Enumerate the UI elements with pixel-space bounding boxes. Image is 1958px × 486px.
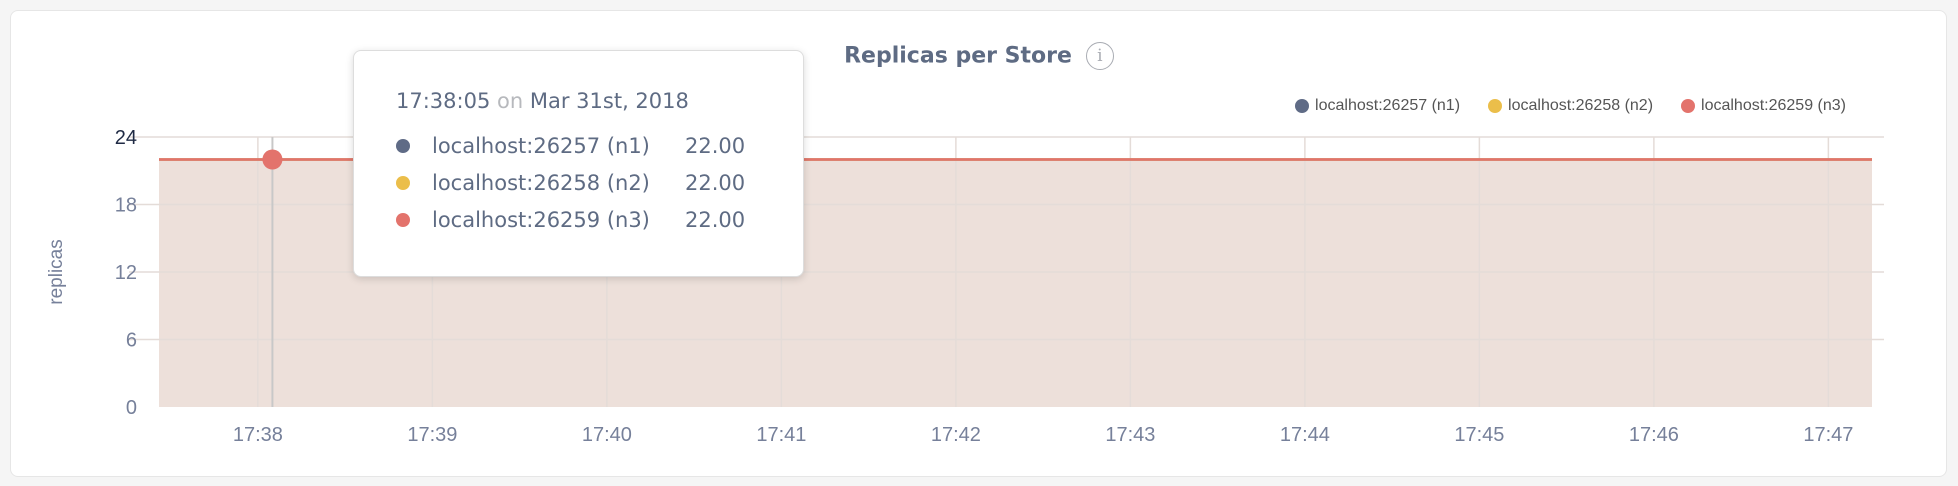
tooltip-row: localhost:26259 (n3) 22.00	[396, 201, 803, 238]
legend-label: localhost:26258 (n2)	[1508, 97, 1654, 114]
x-tick-label: 17:46	[1629, 424, 1679, 446]
tooltip-series-name: localhost:26258 (n2)	[432, 170, 650, 195]
legend-label: localhost:26259 (n3)	[1701, 97, 1846, 114]
tooltip-date: Mar 31st, 2018	[529, 89, 689, 113]
y-tick-label: 18	[115, 195, 137, 217]
series-dot-icon	[396, 175, 410, 190]
y-tick-label: 6	[126, 330, 137, 352]
info-icon[interactable]: i	[1085, 42, 1114, 70]
series-dot-icon	[396, 212, 410, 227]
series-dot-icon	[396, 138, 410, 153]
tooltip-value: 22.00	[685, 170, 746, 195]
y-axis-label: replicas	[46, 239, 67, 304]
tooltip-on: on	[497, 89, 524, 113]
legend-item[interactable]: localhost:26258 (n2)	[1488, 97, 1653, 115]
legend: localhost:26257 (n1) localhost:26258 (n2)…	[1295, 97, 1846, 115]
tooltip-series-name: localhost:26259 (n3)	[432, 207, 650, 232]
x-tick-label: 17:38	[233, 424, 283, 446]
legend-label: localhost:26257 (n1)	[1315, 97, 1461, 114]
y-tick-label: 24	[115, 127, 137, 149]
x-tick-label: 17:45	[1454, 424, 1504, 446]
chart-title: Replicas per Store	[844, 43, 1072, 69]
x-tick-label: 17:42	[931, 424, 981, 446]
tooltip-row: localhost:26258 (n2) 22.00	[396, 164, 803, 201]
x-tick-label: 17:43	[1105, 424, 1155, 446]
tooltip-value: 22.00	[685, 133, 746, 158]
x-tick-label: 17:40	[582, 424, 632, 446]
legend-dot-icon	[1488, 99, 1503, 113]
tooltip: 17:38:05 on Mar 31st, 2018 localhost:262…	[353, 50, 804, 277]
tooltip-series-name: localhost:26257 (n1)	[432, 133, 650, 158]
x-tick-label: 17:41	[756, 424, 806, 446]
x-tick-label: 17:47	[1803, 424, 1853, 446]
tooltip-row: localhost:26257 (n1) 22.00	[396, 127, 803, 164]
chart-title-wrap: Replicas per Store i	[0, 42, 1958, 70]
legend-dot-icon	[1295, 99, 1310, 113]
y-tick-label: 12	[115, 262, 137, 284]
tooltip-time: 17:38:05	[396, 89, 491, 113]
y-tick-label: 0	[126, 397, 137, 419]
legend-item[interactable]: localhost:26259 (n3)	[1681, 97, 1846, 115]
tooltip-value: 22.00	[685, 207, 746, 232]
hover-point	[262, 149, 283, 170]
tooltip-header: 17:38:05 on Mar 31st, 2018	[396, 89, 803, 113]
x-tick-label: 17:44	[1280, 424, 1330, 446]
legend-dot-icon	[1681, 99, 1696, 113]
legend-item[interactable]: localhost:26257 (n1)	[1295, 97, 1460, 115]
x-tick-label: 17:39	[407, 424, 457, 446]
